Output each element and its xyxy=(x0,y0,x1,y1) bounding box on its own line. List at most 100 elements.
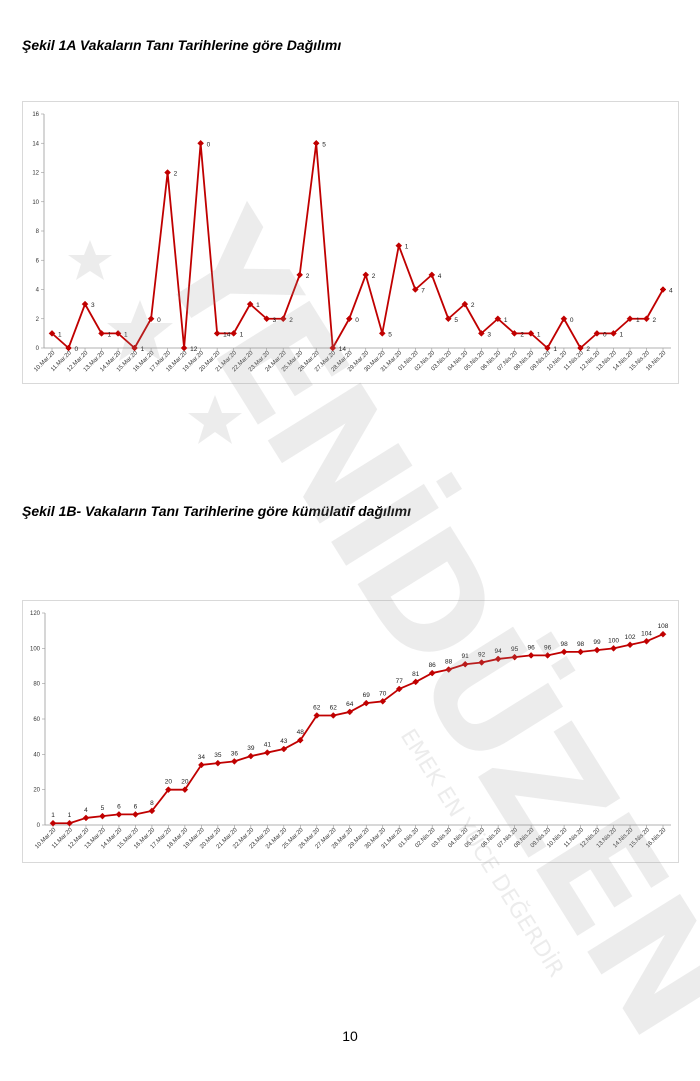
data-label: 91 xyxy=(462,653,470,660)
data-label: 2 xyxy=(289,317,293,324)
data-point xyxy=(345,315,353,323)
data-point xyxy=(230,758,238,765)
data-point xyxy=(214,759,222,767)
y-tick-label: 120 xyxy=(30,611,41,617)
data-label: 62 xyxy=(313,704,321,711)
data-label: 3 xyxy=(273,317,277,324)
data-label: 1 xyxy=(240,331,244,338)
data-label: 14 xyxy=(339,346,347,353)
data-label: 2 xyxy=(471,302,475,309)
data-point xyxy=(230,330,238,337)
data-point xyxy=(49,819,57,827)
data-point xyxy=(296,736,304,744)
data-point xyxy=(444,315,452,323)
data-label: 5 xyxy=(322,141,326,148)
data-point xyxy=(296,271,304,279)
data-label: 88 xyxy=(445,659,453,666)
data-label: 94 xyxy=(495,648,503,655)
data-point xyxy=(131,344,138,352)
data-label: 95 xyxy=(511,646,519,653)
data-point xyxy=(48,330,56,337)
data-label: 108 xyxy=(658,623,669,630)
data-point xyxy=(494,655,502,663)
data-point xyxy=(379,697,387,705)
data-label: 1 xyxy=(537,331,541,338)
data-point xyxy=(362,271,370,279)
star-icon xyxy=(188,395,242,444)
data-point xyxy=(213,330,221,337)
data-point xyxy=(246,300,254,308)
y-tick-label: 6 xyxy=(36,258,40,264)
data-label: 4 xyxy=(438,273,442,280)
data-point xyxy=(461,660,469,668)
data-label: 62 xyxy=(330,704,338,711)
data-label: 5 xyxy=(388,331,392,338)
data-point xyxy=(412,678,420,686)
y-tick-label: 12 xyxy=(32,171,39,177)
data-point xyxy=(478,659,486,666)
data-label: 2 xyxy=(306,273,310,280)
data-label: 102 xyxy=(625,634,636,641)
data-label: 70 xyxy=(379,690,387,697)
data-label: 0 xyxy=(157,317,161,324)
y-tick-label: 80 xyxy=(33,682,40,688)
data-point xyxy=(82,814,90,822)
data-point xyxy=(577,344,584,352)
data-label: 1 xyxy=(141,346,145,353)
data-label: 0 xyxy=(355,317,359,324)
data-point xyxy=(181,786,189,794)
data-label: 1 xyxy=(108,331,112,338)
data-point xyxy=(511,330,518,337)
data-label: 48 xyxy=(297,729,305,736)
data-point xyxy=(378,330,386,337)
data-label: 2 xyxy=(586,346,590,353)
data-point xyxy=(115,811,123,818)
data-point xyxy=(279,315,287,323)
chart-1-title: Şekil 1A Vakaların Tanı Tarihlerine göre… xyxy=(22,37,342,53)
data-label: 1 xyxy=(553,346,557,353)
data-label: 96 xyxy=(544,644,552,651)
data-label: 0 xyxy=(75,346,79,353)
data-label: 12 xyxy=(190,346,198,353)
data-label: 96 xyxy=(527,644,535,651)
data-point xyxy=(280,745,288,753)
data-point xyxy=(428,669,436,677)
data-label: 5 xyxy=(101,805,105,812)
data-point xyxy=(313,712,321,719)
y-tick-label: 40 xyxy=(33,752,40,758)
data-label: 8 xyxy=(150,800,154,807)
data-point xyxy=(659,286,667,293)
data-label: 1 xyxy=(636,317,640,324)
data-label: 64 xyxy=(346,701,354,708)
data-point xyxy=(147,315,155,323)
data-label: 2 xyxy=(372,273,376,280)
y-tick-label: 60 xyxy=(33,717,40,723)
data-label: 0 xyxy=(207,141,211,148)
data-point xyxy=(395,685,403,693)
y-tick-label: 100 xyxy=(30,646,41,652)
data-label: 3 xyxy=(487,331,491,338)
data-label: 6 xyxy=(134,803,138,810)
y-tick-label: 4 xyxy=(36,288,40,294)
data-label: 41 xyxy=(264,742,272,749)
chart-2-title: Şekil 1B- Vakaların Tanı Tarihlerine gör… xyxy=(22,503,411,519)
chart-2-cumulative-cases: 02040608010012010.Mar.2011.Mar.2012.Mar.… xyxy=(30,611,671,850)
y-tick-label: 0 xyxy=(37,823,41,829)
data-label: 35 xyxy=(214,752,222,759)
data-point xyxy=(593,646,601,654)
data-point xyxy=(544,344,551,352)
data-point xyxy=(346,708,354,716)
data-label: 7 xyxy=(421,288,425,295)
data-label: 1 xyxy=(619,331,623,338)
data-label: 99 xyxy=(593,639,601,646)
data-point xyxy=(164,169,171,176)
y-tick-label: 2 xyxy=(36,317,40,323)
data-point xyxy=(659,630,667,638)
data-label: 34 xyxy=(198,754,206,761)
data-label: 20 xyxy=(165,779,173,786)
data-point xyxy=(477,330,485,337)
chart-1-container: 0 2 4 6 8 10 12 14 16 10.Mar.20 11.Mar.20 12.Mar.20… xyxy=(22,101,679,384)
data-point xyxy=(494,315,502,323)
data-label: 1 xyxy=(504,317,508,324)
data-point xyxy=(81,300,89,308)
